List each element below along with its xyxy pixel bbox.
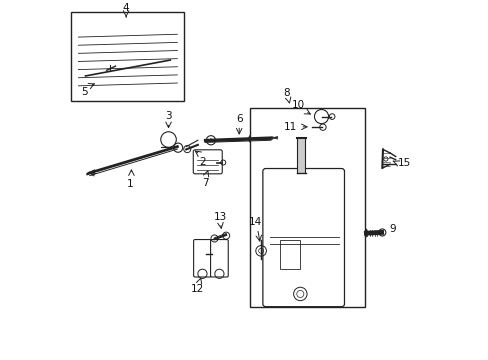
FancyBboxPatch shape xyxy=(193,150,222,174)
FancyBboxPatch shape xyxy=(193,239,211,277)
Text: 12: 12 xyxy=(191,284,204,294)
Text: 8: 8 xyxy=(283,88,289,98)
Text: 14: 14 xyxy=(249,217,262,227)
Text: 15: 15 xyxy=(397,158,410,168)
Text: 11: 11 xyxy=(283,122,296,132)
Text: 10: 10 xyxy=(291,100,304,110)
Text: 5: 5 xyxy=(81,87,88,97)
FancyBboxPatch shape xyxy=(210,239,228,277)
Text: 9: 9 xyxy=(388,224,395,234)
Text: 3: 3 xyxy=(165,111,171,121)
FancyBboxPatch shape xyxy=(263,168,344,307)
Text: 1: 1 xyxy=(126,179,133,189)
Text: 7: 7 xyxy=(201,178,208,188)
Circle shape xyxy=(251,137,255,141)
Bar xyxy=(279,239,300,269)
Text: 13: 13 xyxy=(213,212,226,221)
Text: 4: 4 xyxy=(122,3,129,13)
Text: 6: 6 xyxy=(235,114,242,124)
Bar xyxy=(71,12,184,101)
Text: 2: 2 xyxy=(199,157,206,167)
Bar xyxy=(249,108,364,307)
Circle shape xyxy=(209,139,212,142)
